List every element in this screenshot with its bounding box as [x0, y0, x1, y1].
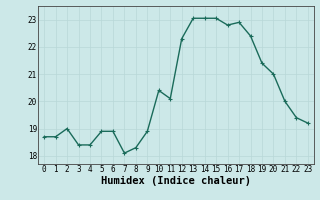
- X-axis label: Humidex (Indice chaleur): Humidex (Indice chaleur): [101, 176, 251, 186]
